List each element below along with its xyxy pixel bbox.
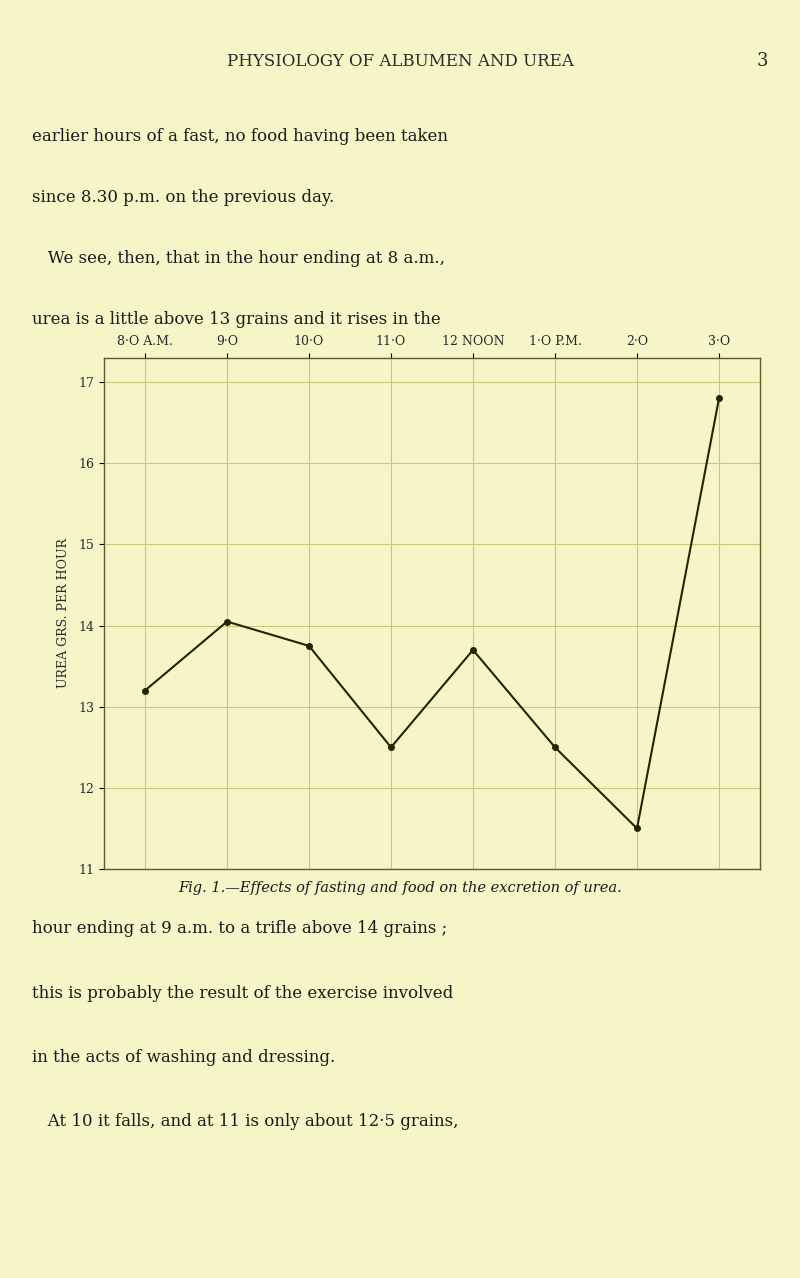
Text: Fig. 1.—Effects of fasting and food on the excretion of urea.: Fig. 1.—Effects of fasting and food on t… <box>178 882 622 895</box>
Text: in the acts of washing and dressing.: in the acts of washing and dressing. <box>32 1049 335 1066</box>
Y-axis label: UREA GRS. PER HOUR: UREA GRS. PER HOUR <box>57 538 70 689</box>
Text: since 8.30 p.m. on the previous day.: since 8.30 p.m. on the previous day. <box>32 189 334 206</box>
Text: PHYSIOLOGY OF ALBUMEN AND UREA: PHYSIOLOGY OF ALBUMEN AND UREA <box>226 52 574 70</box>
Text: earlier hours of a fast, no food having been taken: earlier hours of a fast, no food having … <box>32 128 448 144</box>
Text: this is probably the result of the exercise involved: this is probably the result of the exerc… <box>32 984 454 1002</box>
Text: hour ending at 9 a.m. to a trifle above 14 grains ;: hour ending at 9 a.m. to a trifle above … <box>32 920 447 937</box>
Text: 3: 3 <box>757 52 768 70</box>
Text: At 10 it falls, and at 11 is only about 12·5 grains,: At 10 it falls, and at 11 is only about … <box>32 1113 458 1130</box>
Text: We see, then, that in the hour ending at 8 a.m.,: We see, then, that in the hour ending at… <box>32 249 445 267</box>
Text: urea is a little above 13 grains and it rises in the: urea is a little above 13 grains and it … <box>32 311 441 327</box>
